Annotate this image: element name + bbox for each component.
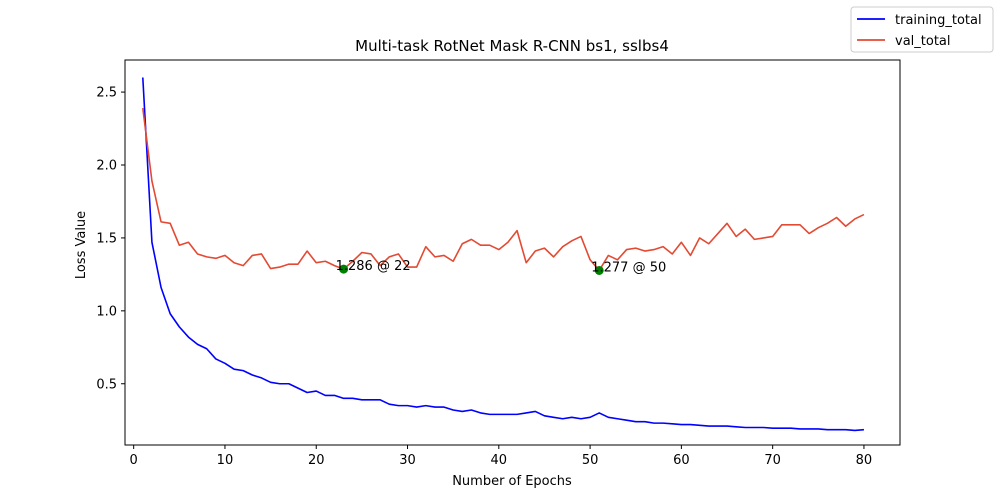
legend-box [850, 6, 994, 53]
y-axis-label: Loss Value [74, 211, 89, 279]
series-line-val-total [142, 108, 865, 272]
x-tick-label: 20 [308, 453, 325, 468]
legend-label-training-total: training_total [895, 13, 982, 28]
min-marker-1 [339, 264, 349, 274]
y-tick-label: 0.5 [96, 377, 117, 392]
min-annotation-1: 1.286 @ 22 [336, 259, 411, 274]
plot-area: 1.286 @ 22 1.277 @ 50 [124, 59, 901, 446]
x-tick-label: 40 [491, 453, 508, 468]
y-axis-ticks: 0.5 1.0 1.5 2.0 2.5 [96, 86, 125, 392]
legend-label-val-total: val_total [895, 34, 951, 49]
min-annotation-2: 1.277 @ 50 [591, 260, 666, 275]
series-line-training-total [142, 77, 865, 432]
x-tick-label: 70 [764, 453, 781, 468]
y-tick-label: 1.5 [96, 231, 117, 246]
x-tick-label: 10 [217, 453, 234, 468]
chart-title: Multi-task RotNet Mask R-CNN bs1, sslbs4 [355, 37, 669, 55]
y-tick-label: 2.0 [96, 159, 117, 174]
x-tick-label: 0 [130, 453, 138, 468]
x-tick-label: 60 [673, 453, 690, 468]
x-axis-label: Number of Epochs [452, 474, 572, 489]
legend: training_total val_total [850, 6, 994, 53]
min-marker-2 [594, 265, 604, 275]
x-axis-ticks: 0 10 20 30 40 50 60 70 80 [130, 445, 873, 468]
x-tick-label: 30 [399, 453, 416, 468]
y-tick-label: 2.5 [96, 86, 117, 101]
y-tick-label: 1.0 [96, 304, 117, 319]
plot-frame [124, 59, 901, 446]
x-tick-label: 80 [856, 453, 873, 468]
x-tick-label: 50 [582, 453, 599, 468]
